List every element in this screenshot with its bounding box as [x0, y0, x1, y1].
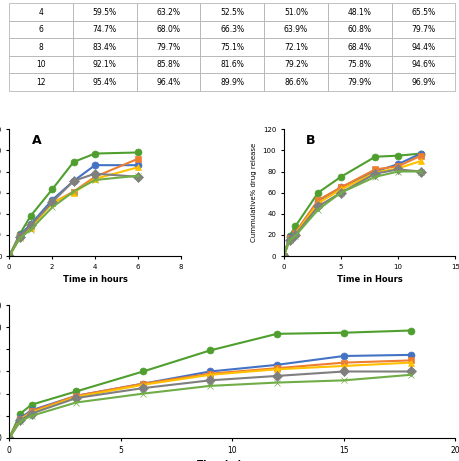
X-axis label: Time in hours: Time in hours: [62, 275, 127, 284]
Text: B: B: [305, 135, 315, 148]
X-axis label: Time in hours: Time in hours: [197, 460, 267, 461]
Text: A: A: [31, 135, 41, 148]
X-axis label: Time in Hours: Time in Hours: [336, 275, 402, 284]
Y-axis label: Cummulative% drug release: Cummulative% drug release: [251, 143, 257, 242]
